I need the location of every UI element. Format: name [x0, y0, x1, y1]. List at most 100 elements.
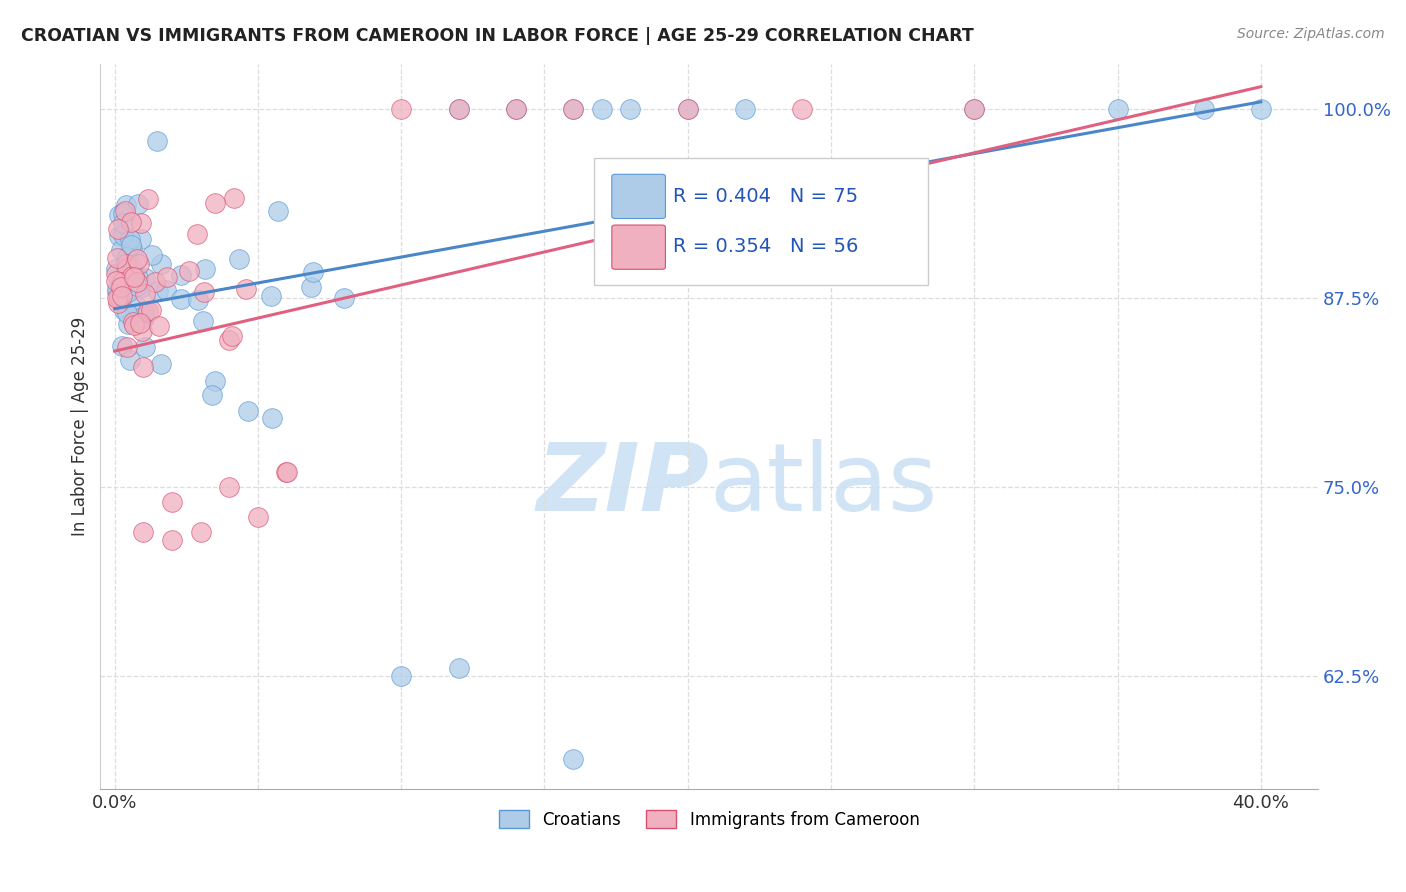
Point	[141, 303, 163, 318]
Point	[792, 103, 814, 117]
Point	[107, 282, 129, 296]
Point	[107, 295, 129, 310]
Text: R = 0.354   N = 56: R = 0.354 N = 56	[672, 237, 858, 256]
Point	[108, 229, 131, 244]
Point	[190, 525, 212, 540]
Point	[1107, 103, 1129, 117]
Point	[105, 262, 128, 277]
Point	[117, 250, 139, 264]
Point	[122, 318, 145, 332]
Point	[127, 271, 149, 285]
Point	[125, 275, 148, 289]
Point	[117, 266, 139, 280]
Point	[134, 340, 156, 354]
Point	[146, 284, 169, 298]
Point	[187, 293, 209, 307]
Point	[262, 410, 284, 425]
Point	[228, 252, 250, 267]
Point	[299, 280, 322, 294]
Point	[129, 216, 152, 230]
Point	[186, 227, 208, 241]
Point	[121, 268, 143, 283]
Point	[112, 303, 135, 318]
Point	[963, 103, 986, 117]
Point	[111, 228, 134, 243]
Point	[117, 317, 139, 331]
Point	[562, 103, 585, 117]
Point	[129, 232, 152, 246]
Point	[132, 525, 155, 540]
Point	[333, 291, 356, 305]
Point	[505, 103, 527, 117]
Point	[105, 267, 128, 281]
Legend: Croatians, Immigrants from Cameroon: Croatians, Immigrants from Cameroon	[492, 804, 927, 835]
Point	[276, 465, 298, 479]
Point	[170, 268, 193, 283]
Point	[117, 285, 139, 299]
Point	[734, 103, 756, 117]
Point	[274, 465, 297, 479]
Point	[447, 103, 470, 117]
Point	[120, 238, 142, 252]
Point	[562, 752, 585, 766]
Point	[115, 340, 138, 354]
Point	[1250, 103, 1272, 117]
Point	[122, 316, 145, 330]
Point	[218, 480, 240, 494]
Point	[156, 269, 179, 284]
Point	[120, 232, 142, 246]
FancyBboxPatch shape	[593, 159, 928, 285]
Point	[562, 103, 585, 117]
Point	[131, 324, 153, 338]
Point	[155, 283, 177, 297]
Text: R = 0.404   N = 75: R = 0.404 N = 75	[672, 186, 858, 205]
Point	[122, 270, 145, 285]
Point	[193, 285, 215, 299]
Point	[118, 352, 141, 367]
Point	[201, 388, 224, 402]
Point	[115, 254, 138, 268]
Point	[676, 103, 699, 117]
Text: ZIP: ZIP	[536, 439, 709, 531]
Point	[619, 103, 641, 117]
Point	[132, 311, 155, 326]
Point	[111, 275, 134, 289]
Point	[170, 292, 193, 306]
Point	[134, 271, 156, 285]
Point	[160, 533, 183, 547]
FancyBboxPatch shape	[612, 225, 665, 269]
Point	[150, 357, 173, 371]
Point	[115, 198, 138, 212]
Point	[132, 309, 155, 323]
Point	[105, 291, 128, 305]
Point	[236, 403, 259, 417]
Point	[121, 259, 143, 273]
Point	[125, 252, 148, 267]
Point	[111, 289, 134, 303]
Point	[204, 196, 226, 211]
Point	[117, 256, 139, 270]
Point	[134, 303, 156, 318]
Point	[136, 192, 159, 206]
Point	[122, 263, 145, 277]
Point	[131, 280, 153, 294]
Point	[127, 196, 149, 211]
Point	[260, 289, 283, 303]
Point	[143, 275, 166, 289]
Point	[389, 669, 412, 683]
Point	[963, 103, 986, 117]
FancyBboxPatch shape	[612, 174, 665, 219]
Point	[108, 208, 131, 222]
Point	[105, 285, 128, 299]
Point	[505, 103, 527, 117]
Point	[149, 257, 172, 271]
Point	[117, 247, 139, 261]
Point	[447, 661, 470, 675]
Point	[235, 282, 257, 296]
Point	[128, 316, 150, 330]
Point	[115, 261, 138, 276]
Point	[591, 103, 613, 117]
Point	[127, 278, 149, 293]
Point	[111, 339, 134, 353]
Text: CROATIAN VS IMMIGRANTS FROM CAMEROON IN LABOR FORCE | AGE 25-29 CORRELATION CHAR: CROATIAN VS IMMIGRANTS FROM CAMEROON IN …	[21, 27, 974, 45]
